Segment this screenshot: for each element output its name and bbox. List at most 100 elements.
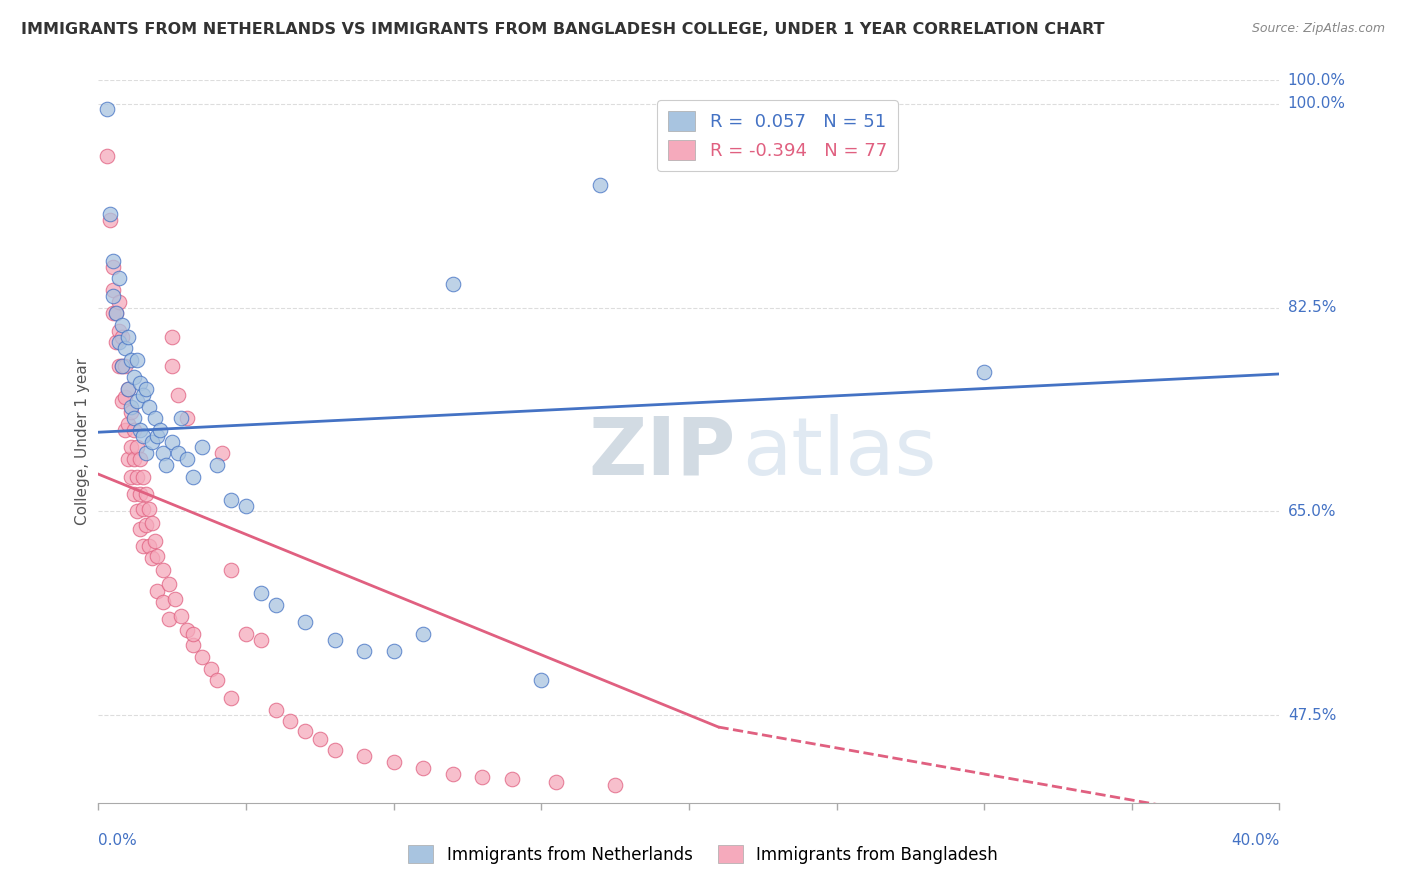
Point — [309, 731, 332, 746]
Point — [146, 428, 169, 442]
Point — [114, 359, 136, 373]
Point — [143, 411, 166, 425]
Point — [353, 644, 375, 658]
Point — [162, 329, 183, 343]
Point — [111, 359, 134, 373]
Point — [412, 761, 434, 775]
Point — [530, 673, 553, 688]
Point — [155, 458, 177, 472]
Text: Source: ZipAtlas.com: Source: ZipAtlas.com — [1251, 22, 1385, 36]
Point — [264, 702, 287, 716]
Point — [162, 359, 183, 373]
Point — [138, 502, 160, 516]
Point — [221, 492, 243, 507]
Point — [157, 612, 180, 626]
Point — [323, 743, 346, 757]
Point — [211, 446, 233, 460]
Point — [143, 533, 166, 548]
Text: 40.0%: 40.0% — [1232, 833, 1279, 848]
Point — [120, 469, 142, 483]
Point — [120, 353, 142, 368]
Point — [111, 359, 134, 373]
Point — [122, 452, 145, 467]
Point — [117, 417, 139, 431]
Point — [353, 749, 375, 764]
Point — [146, 549, 169, 563]
Text: 82.5%: 82.5% — [1288, 300, 1336, 315]
Point — [117, 329, 139, 343]
Point — [117, 382, 139, 396]
Point — [98, 207, 121, 221]
Point — [221, 563, 243, 577]
Point — [114, 341, 136, 355]
Point — [117, 452, 139, 467]
Point — [132, 428, 155, 442]
Point — [125, 504, 148, 518]
Point — [157, 576, 180, 591]
Point — [103, 283, 125, 297]
Point — [111, 329, 134, 343]
Point — [125, 353, 148, 368]
Point — [125, 441, 148, 455]
Point — [589, 178, 612, 193]
Y-axis label: College, Under 1 year: College, Under 1 year — [75, 358, 90, 525]
Point — [135, 446, 157, 460]
Point — [108, 271, 131, 285]
Point — [135, 518, 157, 533]
Point — [122, 487, 145, 501]
Text: IMMIGRANTS FROM NETHERLANDS VS IMMIGRANTS FROM BANGLADESH COLLEGE, UNDER 1 YEAR : IMMIGRANTS FROM NETHERLANDS VS IMMIGRANT… — [21, 22, 1105, 37]
Point — [132, 388, 155, 402]
Point — [122, 423, 145, 437]
Text: ZIP: ZIP — [589, 413, 735, 491]
Point — [103, 254, 125, 268]
Point — [141, 516, 163, 530]
Point — [96, 103, 118, 117]
Point — [412, 627, 434, 641]
Point — [103, 260, 125, 274]
Point — [128, 452, 150, 467]
Point — [205, 458, 228, 472]
Point — [111, 393, 134, 408]
Point — [108, 324, 131, 338]
Point — [122, 370, 145, 384]
Text: 47.5%: 47.5% — [1288, 708, 1336, 723]
Point — [264, 598, 287, 612]
Point — [120, 400, 142, 414]
Point — [128, 376, 150, 391]
Text: 100.0%: 100.0% — [1288, 73, 1346, 87]
Point — [250, 632, 273, 647]
Point — [103, 289, 125, 303]
Legend: R =  0.057   N = 51, R = -0.394   N = 77: R = 0.057 N = 51, R = -0.394 N = 77 — [657, 100, 898, 170]
Point — [135, 382, 157, 396]
Point — [152, 446, 174, 460]
Point — [200, 662, 222, 676]
Point — [98, 213, 121, 227]
Point — [280, 714, 302, 729]
Point — [165, 591, 187, 606]
Point — [122, 411, 145, 425]
Point — [128, 522, 150, 536]
Point — [382, 644, 405, 658]
Point — [132, 502, 155, 516]
Text: 0.0%: 0.0% — [98, 833, 138, 848]
Text: atlas: atlas — [742, 414, 936, 492]
Point — [152, 595, 174, 609]
Point — [108, 335, 131, 350]
Point — [103, 306, 125, 320]
Point — [181, 639, 204, 653]
Point — [170, 609, 193, 624]
Point — [141, 551, 163, 566]
Point — [235, 627, 257, 641]
Point — [323, 632, 346, 647]
Point — [120, 405, 142, 419]
Point — [117, 382, 139, 396]
Point — [138, 540, 160, 554]
Point — [128, 423, 150, 437]
Point — [105, 306, 128, 320]
Point — [132, 469, 155, 483]
Point — [149, 423, 172, 437]
Point — [108, 294, 131, 309]
Point — [546, 774, 568, 789]
Point — [605, 778, 627, 792]
Point — [146, 583, 169, 598]
